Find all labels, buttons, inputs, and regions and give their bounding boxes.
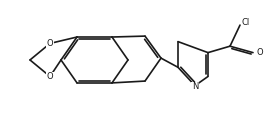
Text: O: O: [47, 72, 53, 81]
Text: O: O: [47, 39, 53, 48]
Text: Cl: Cl: [241, 18, 250, 27]
Text: N: N: [192, 82, 198, 91]
Text: O: O: [257, 48, 263, 57]
